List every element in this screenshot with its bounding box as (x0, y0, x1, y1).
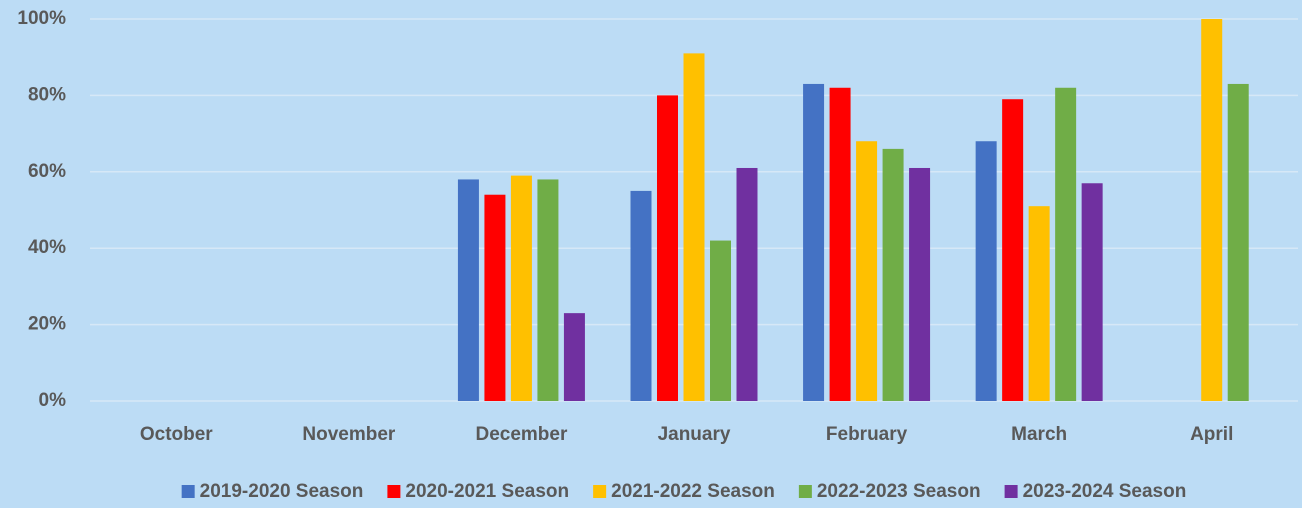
legend-swatch (387, 485, 401, 498)
y-tick-label: 20% (28, 314, 66, 335)
x-tick-label: February (826, 424, 908, 445)
x-tick-label: January (658, 424, 731, 445)
legend-swatch (798, 485, 812, 498)
bar (803, 83, 825, 401)
legend-swatch (593, 485, 607, 498)
bar (484, 194, 506, 401)
bar (829, 87, 851, 401)
bar (630, 190, 652, 401)
y-tick-label: 100% (17, 8, 66, 29)
legend-label: 2022-2023 Season (817, 481, 981, 502)
y-tick-label: 40% (28, 237, 66, 258)
bar (1055, 87, 1077, 401)
y-tick-label: 60% (28, 161, 66, 182)
bar (856, 141, 878, 402)
legend-label: 2020-2021 Season (405, 481, 569, 502)
legend-swatch (181, 485, 195, 498)
bar (736, 167, 758, 401)
y-tick-label: 80% (28, 84, 66, 105)
bar (683, 53, 705, 401)
x-tick-label: November (302, 424, 396, 445)
bar (710, 240, 731, 401)
legend-label: 2023-2024 Season (1023, 481, 1187, 502)
bar (1028, 206, 1050, 401)
x-tick-label: March (1011, 424, 1067, 445)
bar (510, 175, 532, 401)
bar (975, 141, 997, 402)
bar (1081, 183, 1103, 401)
legend-label: 2021-2022 Season (611, 481, 775, 502)
y-tick-label: 0% (39, 390, 67, 411)
bar (1002, 99, 1024, 401)
x-tick-label: October (140, 424, 213, 445)
bar (1227, 83, 1249, 401)
legend-label: 2019-2020 Season (200, 481, 364, 502)
bar (1201, 19, 1223, 401)
x-tick-label: December (475, 424, 567, 445)
bar (909, 167, 931, 401)
legend-swatch (1004, 485, 1018, 498)
x-tick-label: April (1190, 424, 1233, 445)
bar (882, 148, 904, 401)
bar (457, 179, 479, 401)
bar (657, 95, 678, 402)
bar (537, 179, 559, 401)
bar (563, 313, 585, 401)
